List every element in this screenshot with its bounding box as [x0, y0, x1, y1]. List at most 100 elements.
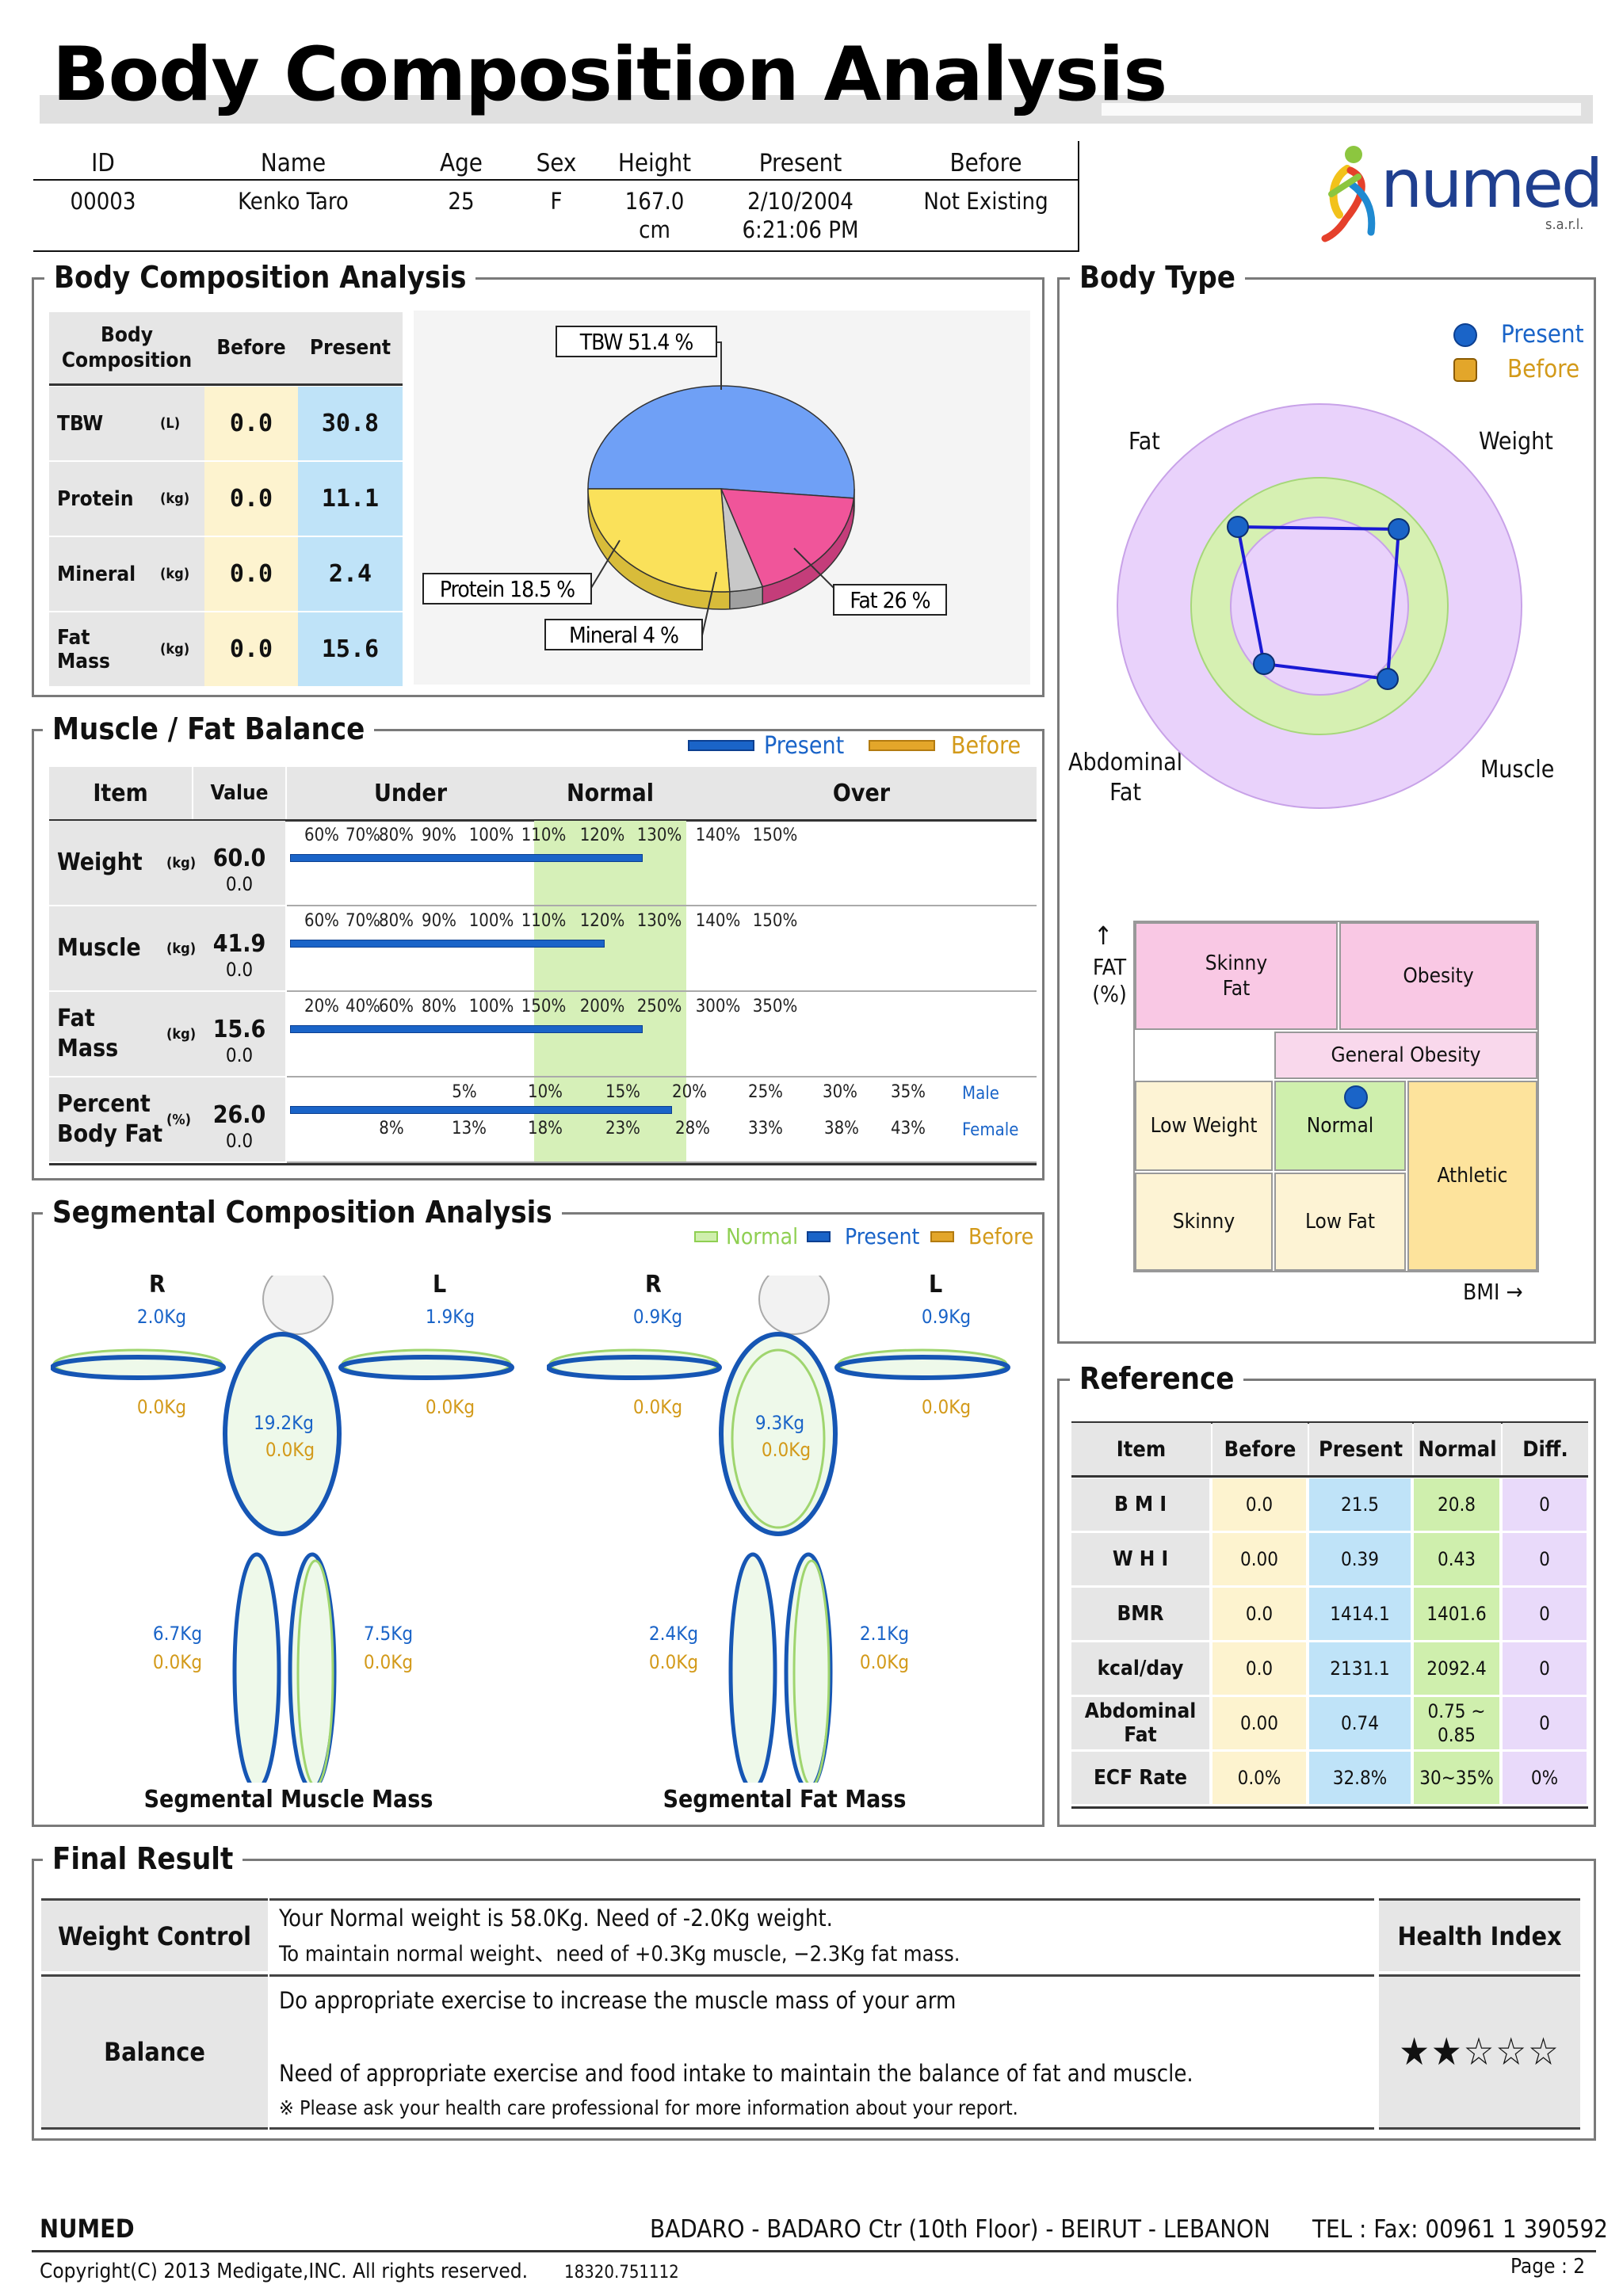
runner-icon: [1321, 146, 1376, 242]
mfb-title: Muscle / Fat Balance: [43, 711, 375, 746]
mfb-present-bar: [290, 1106, 672, 1114]
ref-cell: 0.0: [1212, 1642, 1306, 1695]
ref-cell: 21.5: [1309, 1478, 1411, 1531]
patient-header-id: ID: [91, 149, 115, 177]
weight-control-cell: [269, 1898, 1374, 1971]
bca-header-before: Before: [204, 312, 298, 383]
mfb-header-value: Value: [193, 767, 285, 819]
footer-address: BADARO - BADARO Ctr (10th Floor) - BEIRU…: [650, 2215, 1270, 2244]
mfb-tick: 150%: [752, 911, 798, 931]
patient-value-present: 2/10/2004 6:21:06 PM: [742, 188, 859, 243]
bca-present-value: 11.1: [298, 462, 403, 536]
footer-page: Page : 2: [1510, 2255, 1586, 2279]
matrix-cell-normal: Normal: [1274, 1081, 1406, 1171]
ref-cell: 32.8%: [1309, 1752, 1411, 1804]
mfb-row-unit: (kg): [166, 854, 197, 871]
mfb-row-name: Percent Body Fat: [57, 1090, 163, 1148]
ref-cell: 0.39: [1309, 1533, 1411, 1585]
muscle-right-arm-value: 2.0Kg: [136, 1306, 187, 1328]
mfb-present-value: 26.0: [212, 1101, 266, 1129]
mfb-tick-female: 33%: [748, 1119, 783, 1138]
ref-cell: Abdominal Fat: [1071, 1697, 1209, 1749]
pie-slice-tbw: [587, 385, 855, 499]
bca-row-unit: (L): [160, 415, 181, 432]
mfb-row-name: Muscle: [57, 934, 141, 962]
radar-label-weight: Weight: [1479, 428, 1553, 456]
ref-cell: 2131.1: [1309, 1642, 1411, 1695]
mfb-tick: 100%: [468, 997, 514, 1016]
mfb-tick: 250%: [636, 997, 682, 1016]
mfb-present-value: 41.9: [212, 930, 266, 958]
mfb-tick: 110%: [521, 911, 567, 931]
legend-before: Before: [968, 1223, 1034, 1249]
pie-label-box-protein: [422, 573, 592, 605]
mfb-row-line: [287, 1076, 1037, 1077]
fat-trunk-value: 9.3Kg: [754, 1412, 805, 1434]
patient-value-name: Kenko Taro: [238, 188, 349, 215]
matrix-frame: [1133, 921, 1539, 1272]
fat-left-leg-before: 0.0Kg: [859, 1651, 910, 1673]
mfb-tick: 120%: [579, 826, 625, 845]
mfb-tick: 70%: [346, 911, 380, 931]
mfb-row-line: [287, 1161, 1037, 1163]
mfb-legend-present-swatch: [688, 740, 754, 751]
pie-leader-mineral: [701, 571, 717, 636]
mfb-tick: 120%: [579, 911, 625, 931]
mfb-tick: 140%: [695, 826, 741, 845]
mfb-bottom-line: [49, 1163, 1037, 1165]
mfb-tick: 200%: [579, 997, 625, 1016]
mfb-tick: 100%: [468, 911, 514, 931]
mfb-header-item: Item: [49, 767, 192, 819]
mfb-tick: 60%: [304, 826, 339, 845]
mfb-tick: 40%: [346, 997, 380, 1016]
patient-value-height: 167.0 cm: [624, 188, 685, 243]
mfb-header-over: Over: [686, 767, 1037, 819]
bca-row-label-bg: [49, 612, 204, 686]
ref-top-line: [1071, 1421, 1588, 1424]
matrix-cell-obesity: Obesity: [1339, 922, 1537, 1030]
patient-header-before: Before: [949, 149, 1022, 177]
bca-row-name: Mineral: [57, 562, 136, 586]
mfb-legend-present: Present: [764, 732, 845, 760]
muscle-right-leg-value: 6.7Kg: [152, 1623, 203, 1645]
mfb-tick-male: 10%: [528, 1082, 563, 1102]
ref-cell: 0%: [1503, 1752, 1587, 1804]
pie-label-protein: Protein 18.5 %: [440, 576, 575, 602]
fat-trunk-normal: [731, 1348, 826, 1529]
mfb-present-bar: [290, 854, 643, 862]
fat-left-arm: [834, 1355, 1010, 1380]
mfb-section: [32, 729, 1044, 1180]
mfb-tick: 80%: [422, 997, 456, 1016]
legend-present-swatch: [807, 1231, 831, 1242]
fat-left-arm-value: 0.9Kg: [921, 1306, 972, 1328]
ref-cell: 0.0%: [1212, 1752, 1306, 1804]
report-note: ※ Please ask your health care profession…: [279, 2096, 1018, 2119]
bca-row-name: Protein: [57, 486, 134, 511]
mfb-present-value: 60.0: [212, 845, 266, 872]
muscle-left-leg-before: 0.0Kg: [363, 1651, 414, 1673]
body-type-section: [1057, 277, 1596, 1344]
bca-present-value: 30.8: [298, 387, 403, 460]
bt-legend-present: Present: [1501, 320, 1584, 349]
mfb-row-line: [287, 990, 1037, 992]
patient-header-row: [33, 143, 1079, 181]
ref-cell: 0.74: [1309, 1697, 1411, 1749]
mfb-tick-female: 43%: [891, 1119, 926, 1138]
bca-row-unit: (kg): [160, 490, 190, 507]
patient-header-height: Height: [617, 149, 692, 177]
matrix-axis-y: FAT (%): [1092, 954, 1127, 1007]
mfb-row-label-bg: [49, 906, 285, 990]
mfb-tick: 110%: [521, 826, 567, 845]
legend-normal: Normal: [726, 1223, 799, 1249]
bca-row-label-bg: [49, 537, 204, 611]
muscle-right-leg-before: 0.0Kg: [152, 1651, 203, 1673]
mfb-header-line: [49, 819, 1037, 822]
mfb-present-bar: [290, 940, 605, 948]
title-bar-light: [1102, 103, 1581, 116]
ref-cell: 0: [1503, 1478, 1587, 1531]
mfb-tick-female: 13%: [452, 1119, 487, 1138]
fat-trunk: [719, 1332, 838, 1536]
mfb-tick: 80%: [379, 911, 414, 931]
pie-leader-tbw: [716, 341, 722, 390]
footer-line: [32, 2250, 1596, 2252]
